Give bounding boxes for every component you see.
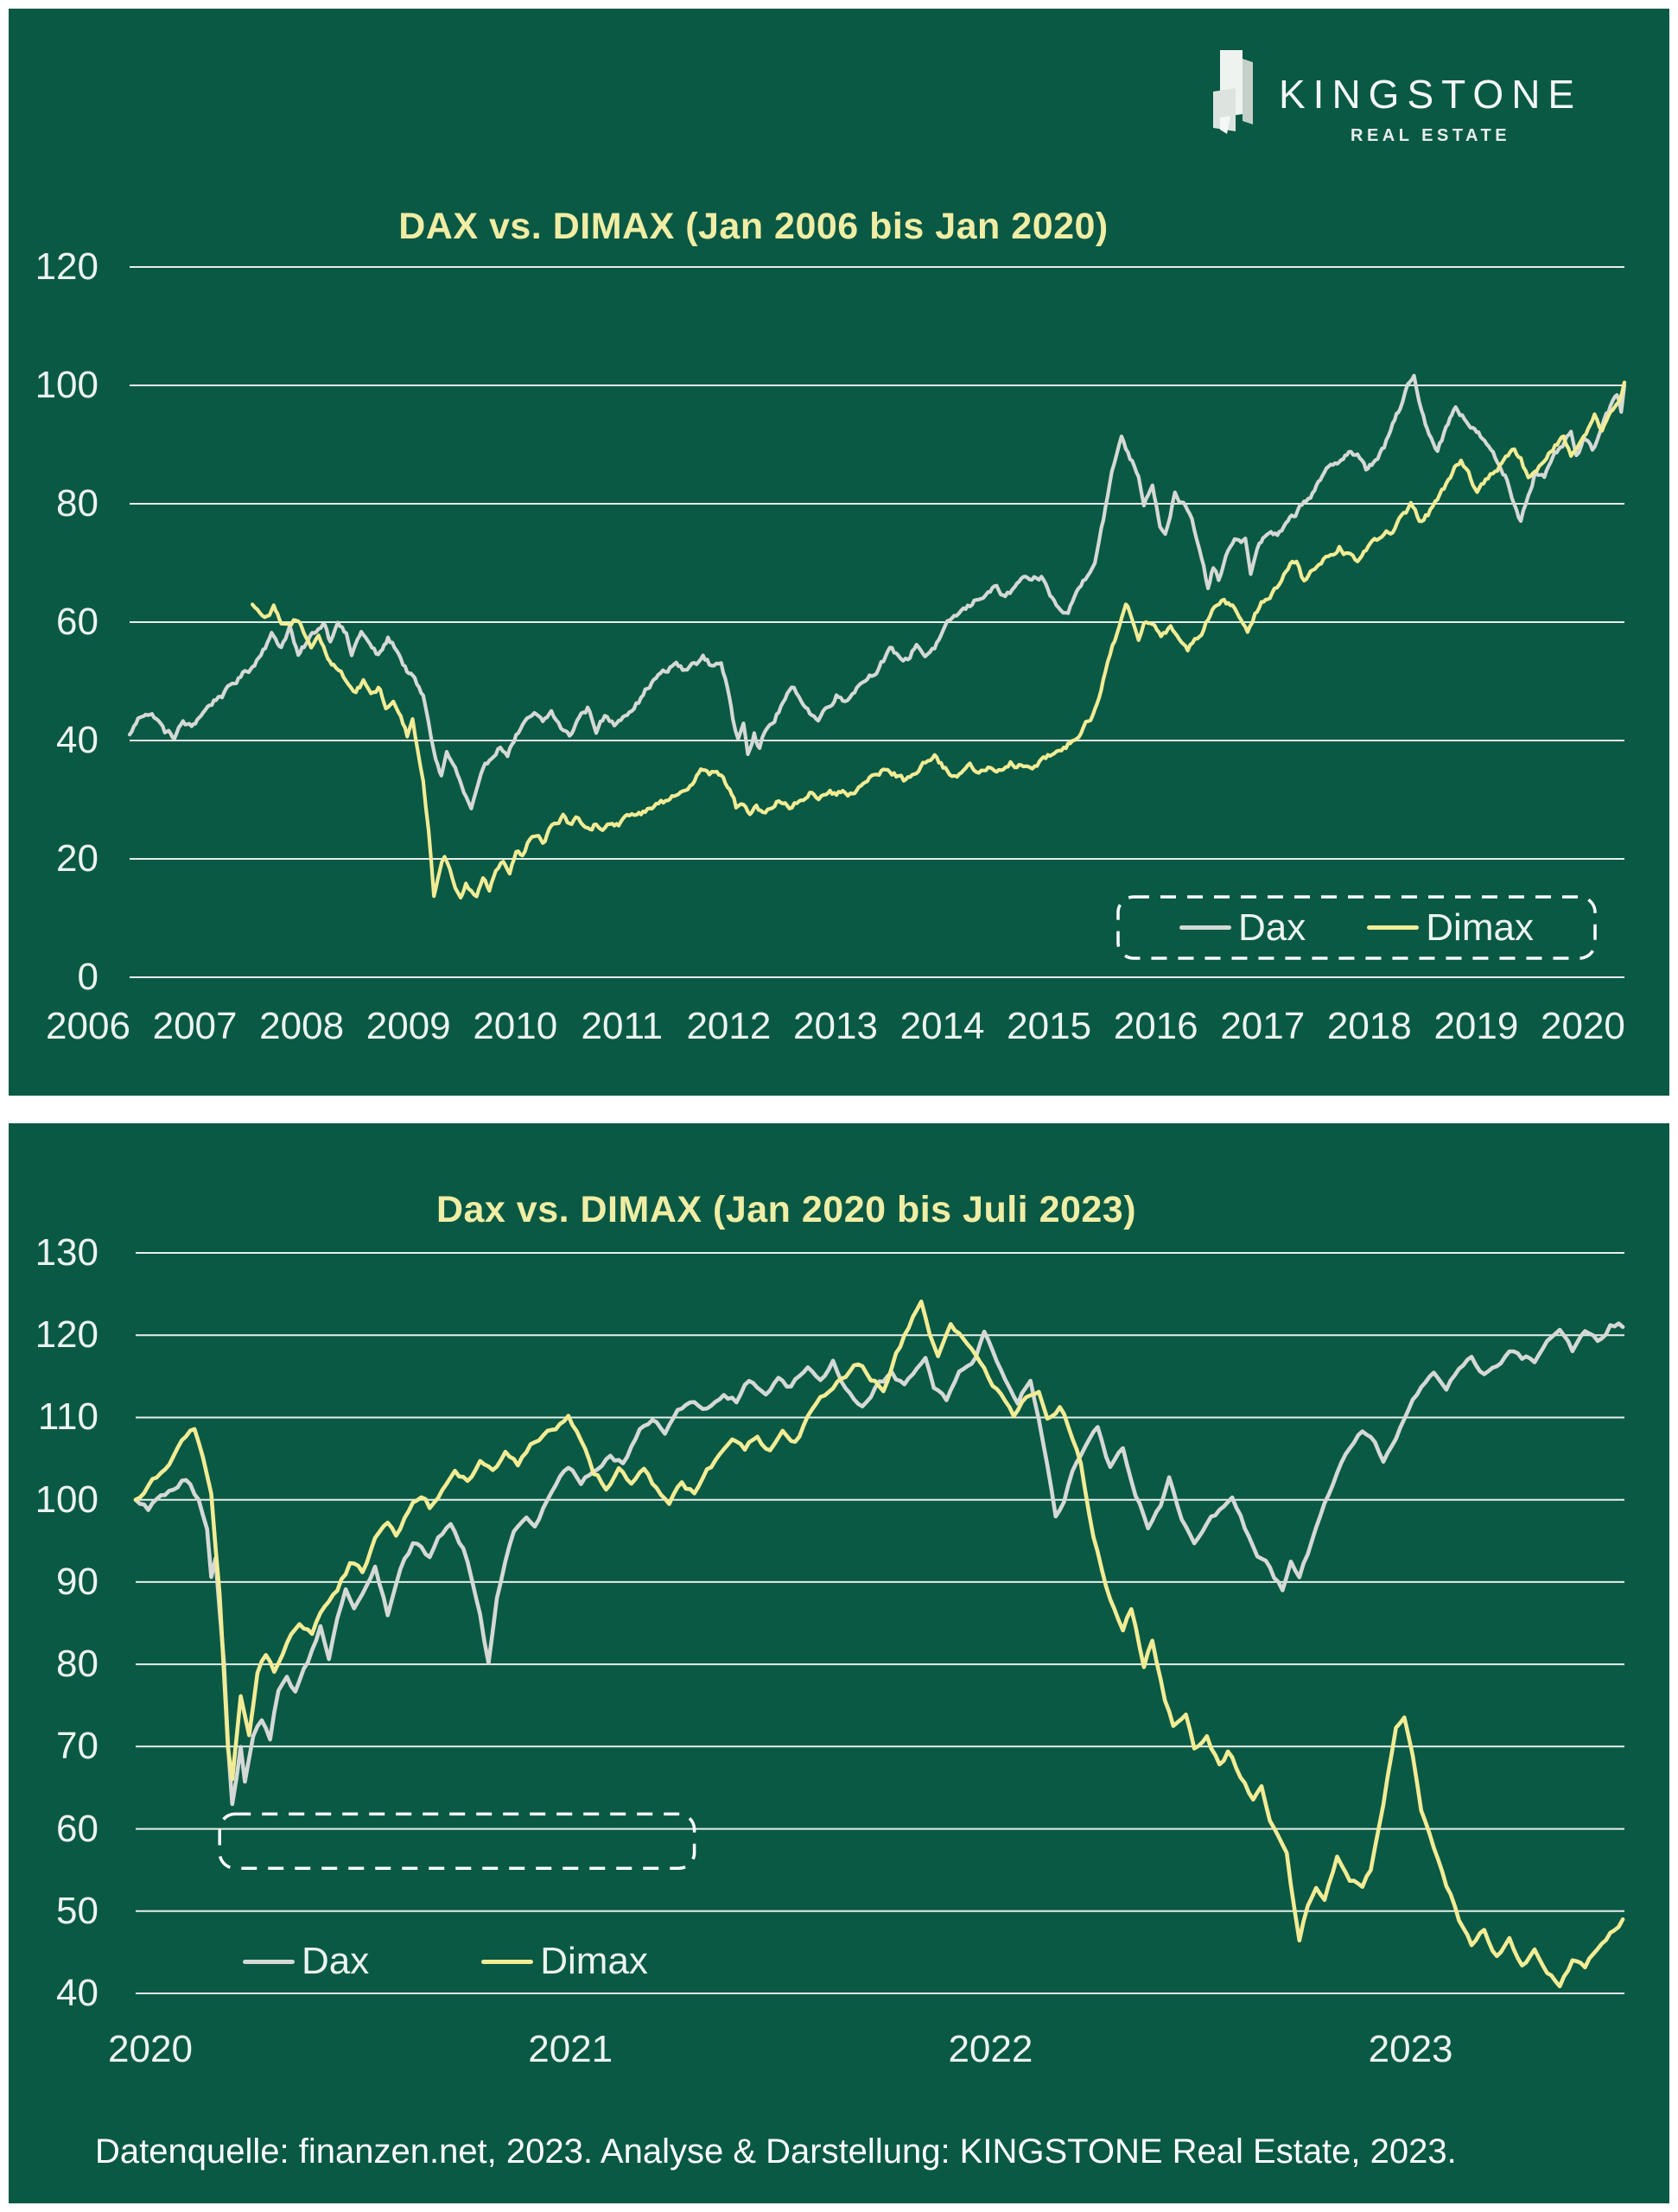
dimax-series-line xyxy=(133,1300,1625,1989)
top-chart-legend: Dax Dimax xyxy=(1118,897,1595,958)
bottom-chart-title: Dax vs. DIMAX (Jan 2020 bis Juli 2023) xyxy=(435,1189,1137,1230)
dax-line-swatch xyxy=(243,1959,295,1964)
source-note: Datenquelle: finanzen.net, 2023. Analyse… xyxy=(95,2133,1457,2171)
dax-line-swatch xyxy=(1179,925,1232,930)
logo-brand-subtitle: REAL ESTATE xyxy=(1351,126,1511,145)
chart-panel-bottom: 130 120 110 100 90 80 70 60 50 40 2020 2021 2022 2023… xyxy=(9,1123,1669,2203)
legend-label-dax: Dax xyxy=(1238,906,1306,949)
legend-dashed-box xyxy=(1116,895,1597,960)
legend-item-dimax: Dimax xyxy=(1367,906,1534,950)
kingstone-logo: KINGSTONE REAL ESTATE xyxy=(1208,45,1582,146)
building-icon xyxy=(1213,50,1253,134)
chart-panel-top: 120 100 80 60 40 20 0 2006 2007 2008 2009 2010 2011 2… xyxy=(9,9,1669,1096)
legend-label-dimax: Dimax xyxy=(540,1940,648,1982)
bottom-chart-plot xyxy=(133,1252,1625,1994)
legend-label-dimax: Dimax xyxy=(1426,906,1534,949)
logo-brand-name: KINGSTONE xyxy=(1279,72,1583,117)
bottom-chart-legend: Dax Dimax xyxy=(243,1936,648,1987)
annotation-dashed-box xyxy=(218,1812,696,1870)
legend-item-dax: Dax xyxy=(243,1940,369,1983)
dimax-series-line xyxy=(251,380,1627,899)
dax-series-line xyxy=(127,373,1627,810)
legend-label-dax: Dax xyxy=(302,1940,370,1982)
dimax-line-swatch xyxy=(1367,925,1420,930)
dax-series-line xyxy=(133,1321,1625,1807)
top-chart-title: DAX vs. DIMAX (Jan 2006 bis Jan 2020) xyxy=(398,206,1109,247)
logo-text: KINGSTONE REAL ESTATE xyxy=(1279,45,1582,146)
top-chart-plot xyxy=(127,266,1627,978)
legend-item-dax: Dax xyxy=(1179,906,1306,950)
legend-item-dimax: Dimax xyxy=(481,1940,648,1983)
dimax-line-swatch xyxy=(481,1959,534,1964)
